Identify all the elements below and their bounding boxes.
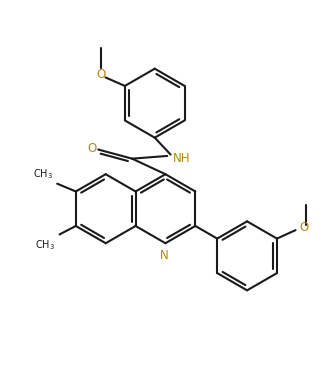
Text: N: N xyxy=(159,249,168,262)
Text: O: O xyxy=(299,221,308,234)
Text: CH$_3$: CH$_3$ xyxy=(35,238,55,251)
Text: NH: NH xyxy=(173,152,191,165)
Text: O: O xyxy=(97,68,106,81)
Text: CH$_3$: CH$_3$ xyxy=(33,167,53,181)
Text: O: O xyxy=(88,142,97,155)
